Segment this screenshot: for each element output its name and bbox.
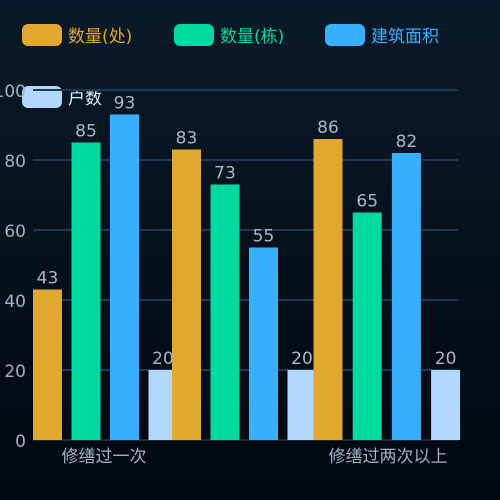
legend-item-quantity-buildings[interactable]: 数量(栋) (174, 22, 284, 47)
bar (33, 289, 62, 440)
grid-lines (33, 89, 458, 441)
y-tick-label: 0 (15, 432, 26, 452)
data-label: 73 (214, 164, 236, 184)
bar (313, 139, 343, 440)
bar (352, 212, 382, 440)
legend-swatch-quantity-sites (22, 23, 62, 46)
bar (287, 370, 317, 440)
bar (431, 370, 461, 440)
y-tick-label: 80 (4, 152, 26, 172)
x-tick-label: 修缮过一次 (62, 447, 147, 467)
data-label: 20 (435, 349, 457, 369)
data-label: 93 (114, 94, 136, 114)
y-tick-label: 20 (4, 362, 26, 382)
y-axis-ticks: 0 20 40 60 80 100 (0, 82, 26, 452)
legend-swatch-building-area (325, 23, 365, 46)
legend-label-quantity-sites: 数量(处) (68, 27, 133, 47)
bar (391, 153, 421, 440)
x-tick-label: 修缮过两次以上 (329, 447, 448, 467)
y-tick-label: 100 (0, 82, 26, 102)
bars (33, 114, 461, 440)
data-label: 65 (356, 192, 378, 212)
legend-item-quantity-sites[interactable]: 数量(处) (22, 22, 132, 47)
y-tick-label: 60 (4, 222, 26, 242)
data-label: 82 (396, 132, 418, 152)
legend-label-building-area: 建筑面积 (371, 27, 439, 47)
data-label: 43 (37, 269, 59, 289)
data-label: 86 (317, 118, 339, 138)
legend-swatch-quantity-buildings (174, 23, 214, 46)
data-label: 83 (176, 129, 198, 149)
data-label: 20 (152, 349, 174, 369)
legend-label-households: 户数 (68, 89, 102, 109)
bar (71, 142, 101, 440)
x-axis-ticks: 修缮过一次 修缮过两次以上 (62, 447, 448, 467)
bar (110, 114, 139, 440)
data-labels: 43 85 93 20 83 73 55 20 86 65 82 20 (37, 94, 457, 370)
data-label: 55 (253, 227, 275, 247)
legend-item-building-area[interactable]: 建筑面积 (325, 22, 439, 47)
data-label: 20 (291, 349, 313, 369)
y-tick-label: 40 (4, 292, 26, 312)
bar (210, 184, 240, 440)
data-label: 85 (75, 122, 97, 142)
legend-label-quantity-buildings: 数量(栋) (220, 27, 285, 47)
bar (172, 149, 201, 440)
bar (249, 247, 278, 440)
